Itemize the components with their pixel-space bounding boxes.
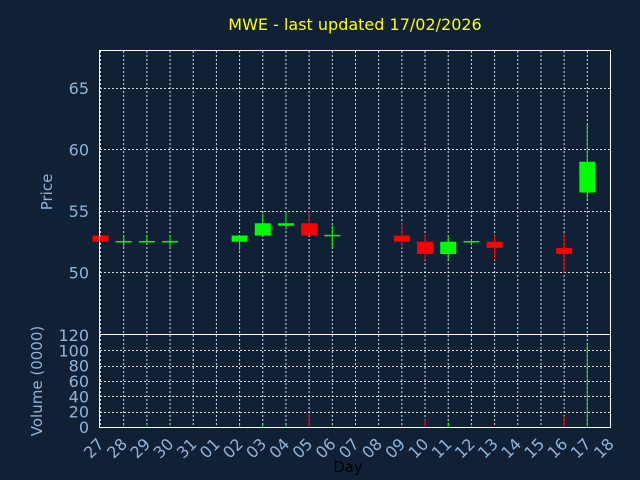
- candle-body: [254, 223, 271, 236]
- volume-grid: [100, 335, 611, 427]
- volume-y-tick-label: 20: [69, 403, 89, 422]
- price-y-tick-label: 65: [69, 79, 89, 98]
- candle-body: [277, 223, 294, 226]
- volume-axis-label: Volume (0000): [28, 326, 46, 436]
- candle-body: [463, 240, 480, 243]
- candle-body: [440, 241, 457, 255]
- x-axis-label: Day: [333, 458, 363, 476]
- volume-y-tick-label: 100: [58, 341, 89, 360]
- price-y-tick-label: 50: [69, 263, 89, 282]
- candle-body: [138, 240, 155, 243]
- volume-y-tick-label: 120: [58, 326, 89, 345]
- candle-body: [301, 223, 318, 236]
- candle-body: [92, 235, 109, 242]
- candle-body: [162, 240, 179, 243]
- candle-body: [556, 247, 573, 255]
- price-y-ticks: 50 55 60 65: [69, 79, 89, 283]
- volume-y-tick-label: 40: [69, 387, 89, 406]
- candle-body: [417, 241, 434, 255]
- volume-y-tick-label: 0: [79, 418, 89, 437]
- chart-title: MWE - last updated 17/02/2026: [228, 15, 481, 34]
- candle-body: [486, 241, 503, 248]
- candle-body: [324, 234, 341, 237]
- candle-body: [115, 240, 132, 243]
- candle-body: [579, 161, 596, 193]
- price-y-tick-label: 55: [69, 202, 89, 221]
- price-axis-label: Price: [38, 174, 56, 211]
- volume-y-tick-label: 60: [69, 372, 89, 391]
- candle-body: [231, 235, 248, 242]
- volume-y-tick-label: 80: [69, 357, 89, 376]
- price-y-tick-label: 60: [69, 140, 89, 159]
- volume-panel-frame: [99, 334, 611, 428]
- volume-bars: [123, 342, 588, 427]
- price-candles: [92, 124, 596, 273]
- candle-body: [393, 235, 410, 242]
